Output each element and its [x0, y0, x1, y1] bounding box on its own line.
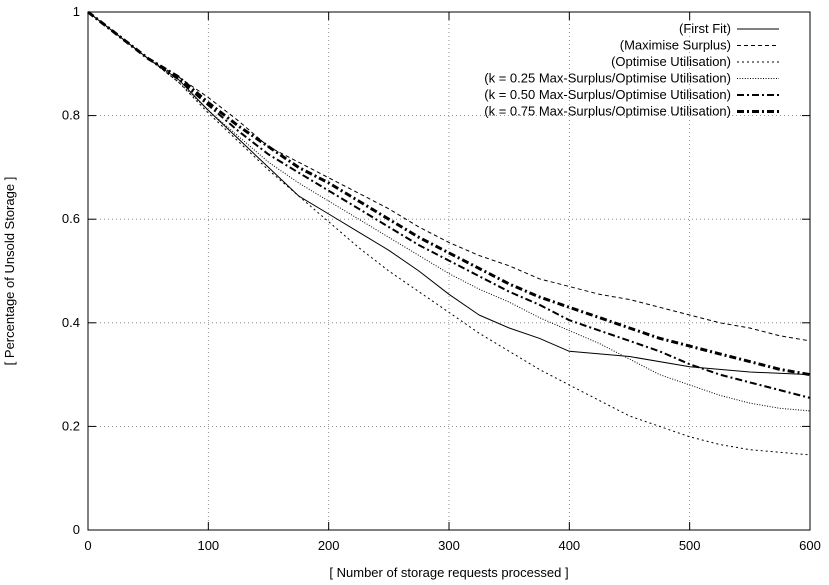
grid-lines — [88, 12, 810, 530]
series-lines — [87, 10, 811, 456]
legend-label: (First Fit) — [679, 21, 731, 36]
y-tick-label: 1 — [73, 4, 80, 19]
legend-label: (Optimise Utilisation) — [611, 54, 731, 69]
x-tick-label: 400 — [558, 538, 580, 553]
x-tick-label: 600 — [799, 538, 821, 553]
series-line-4 — [87, 11, 811, 412]
y-axis-tick-labels: 0 0.2 0.4 0.6 0.8 1 — [62, 4, 80, 537]
x-tick-label: 100 — [197, 538, 219, 553]
series-line-6 — [87, 10, 811, 377]
x-tick-label: 300 — [438, 538, 460, 553]
series-line-1 — [87, 11, 811, 376]
legend-label: (k = 0.25 Max-Surplus/Optimise Utilisati… — [484, 71, 731, 86]
y-tick-label: 0.6 — [62, 211, 80, 226]
y-tick-label: 0.2 — [62, 418, 80, 433]
y-tick-label: 0 — [73, 522, 80, 537]
x-tick-label: 0 — [84, 538, 91, 553]
x-tick-label: 200 — [318, 538, 340, 553]
legend: (First Fit) (Maximise Surplus)(Optimise U… — [484, 21, 779, 119]
x-tick-label: 500 — [679, 538, 701, 553]
y-tick-label: 0.4 — [62, 315, 80, 330]
legend-label: (k = 0.75 Max-Surplus/Optimise Utilisati… — [484, 104, 731, 119]
legend-label: (Maximise Surplus) — [620, 38, 731, 53]
x-axis-label: [ Number of storage requests processed ] — [329, 565, 568, 580]
y-tick-label: 0.8 — [62, 108, 80, 123]
series-line-3 — [87, 11, 811, 456]
y-axis-label: [ Percentage of Unsold Storage ] — [2, 177, 17, 366]
legend-label: (k = 0.50 Max-Surplus/Optimise Utilisati… — [484, 87, 731, 102]
x-axis-tick-labels: 0 100 200 300 400 500 600 — [84, 538, 820, 553]
series-line-2 — [87, 11, 811, 342]
series-line-5 — [87, 11, 811, 399]
